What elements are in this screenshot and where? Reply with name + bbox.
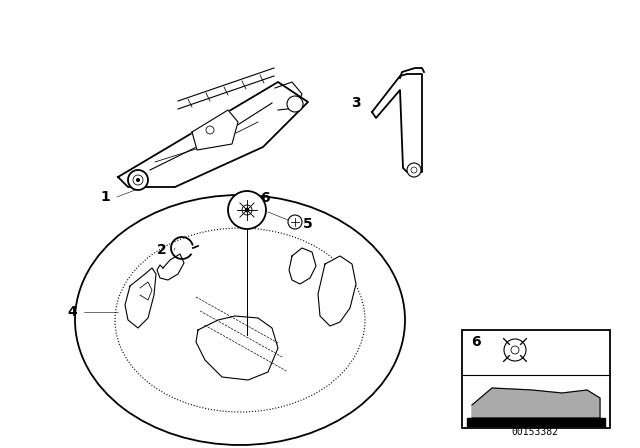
Polygon shape [467, 418, 605, 426]
Bar [462, 330, 610, 428]
Text: 2: 2 [157, 243, 167, 257]
Text: 4: 4 [67, 305, 77, 319]
Circle shape [128, 170, 148, 190]
Polygon shape [372, 74, 422, 172]
Circle shape [228, 191, 266, 229]
Circle shape [288, 215, 302, 229]
Ellipse shape [75, 195, 405, 445]
Polygon shape [192, 110, 238, 150]
Circle shape [136, 178, 140, 182]
Text: 6: 6 [260, 191, 270, 205]
Text: 1: 1 [100, 190, 110, 204]
Text: 3: 3 [351, 96, 361, 110]
Circle shape [287, 96, 303, 112]
Circle shape [407, 163, 421, 177]
Polygon shape [118, 82, 308, 187]
Polygon shape [196, 316, 278, 380]
Circle shape [245, 208, 249, 212]
Text: 00153382: 00153382 [511, 427, 559, 437]
Polygon shape [318, 256, 356, 326]
Polygon shape [472, 388, 600, 418]
Text: 6: 6 [471, 335, 481, 349]
Polygon shape [125, 268, 156, 328]
Circle shape [504, 339, 526, 361]
Circle shape [206, 126, 214, 134]
Text: 5: 5 [303, 217, 313, 231]
